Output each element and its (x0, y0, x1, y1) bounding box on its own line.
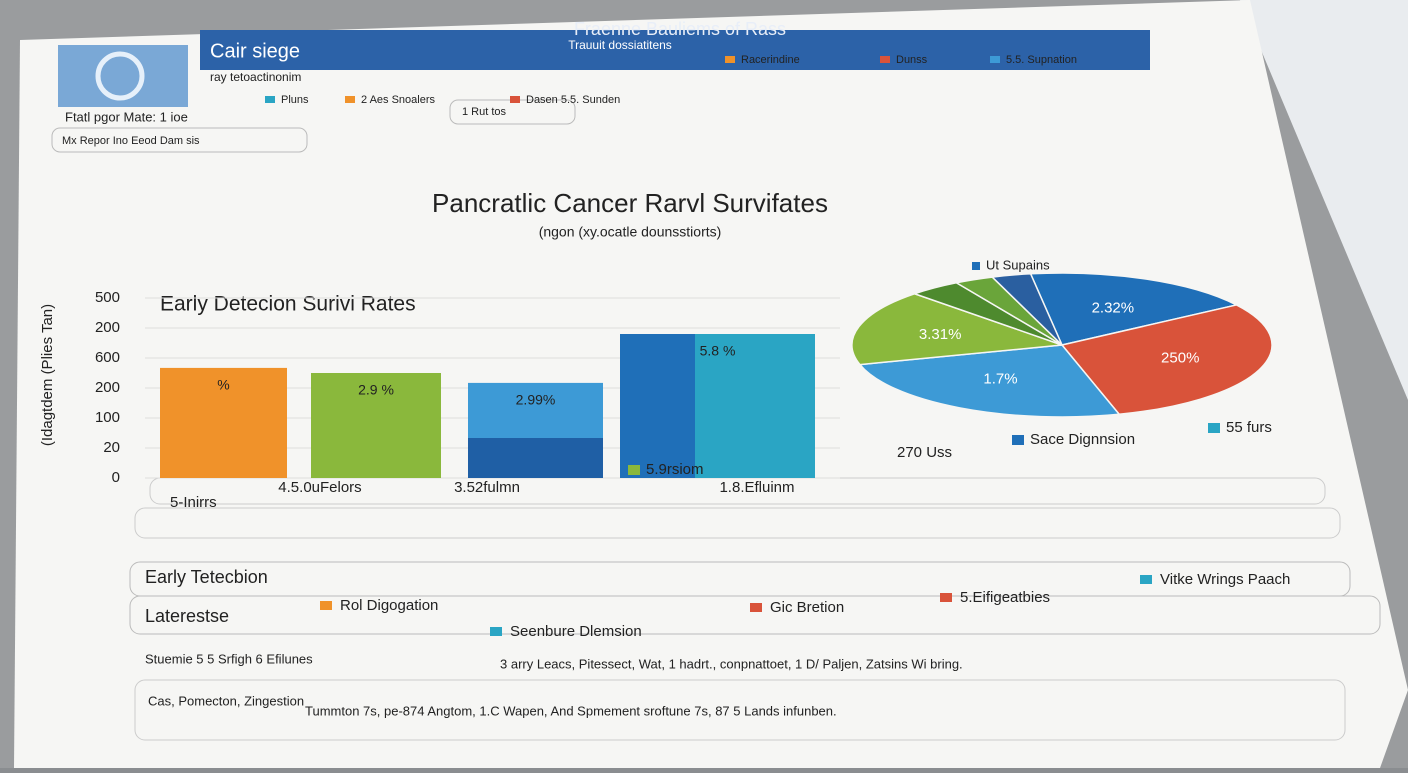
header-subtitle: ray tetoactinonim (210, 70, 301, 84)
pie-slice (851, 292, 1063, 366)
footer-row: Laterestse (145, 606, 229, 626)
bar (311, 373, 441, 478)
legend-swatch (1012, 435, 1024, 445)
y-axis-label: (Idagtdem (Plies Tan) (39, 304, 56, 446)
header-line: Ftatl pgor Mate: 1 ioe (65, 109, 188, 124)
header-line: Mx Repor Ino Eeod Dam sis (62, 135, 200, 147)
row-box (129, 595, 1381, 635)
legend-label: Rol Digogation (340, 597, 438, 614)
legend-swatch (990, 56, 1000, 63)
chip: 1 Rut tos (462, 106, 507, 118)
badge: Cair siege (210, 40, 300, 62)
footer-line: Stuemie 5 5 Srfigh 6 Efilunes (145, 651, 313, 666)
y-tick-label: 20 (103, 439, 120, 456)
legend-swatch (1140, 575, 1152, 584)
legend-label: Dasen 5.5. Sunden (526, 94, 620, 106)
slice-label: 250% (1161, 350, 1199, 367)
pie-slice (1060, 304, 1273, 416)
doc-subtitle: (ngon (xy.ocatle dounsstiorts) (539, 224, 722, 240)
footer-line: Tummton 7s, pe-874 Angtom, 1.C Wapen, An… (305, 703, 837, 718)
legend-swatch (320, 601, 332, 610)
legend-swatch (345, 96, 355, 103)
pie-slice (858, 344, 1121, 418)
legend-swatch (628, 465, 640, 475)
legend-swatch (510, 96, 520, 103)
legend-label: 2 Aes Snoalers (361, 94, 435, 106)
pie-slice (1029, 272, 1239, 346)
legend-label: 5.Eifigeatbies (960, 589, 1050, 606)
legend-swatch (940, 593, 952, 602)
legend-label: Pluns (281, 94, 309, 106)
y-tick-label: 500 (95, 289, 120, 306)
row-box (134, 679, 1346, 741)
y-tick-label: 200 (95, 319, 120, 336)
chart-title: Early Detecion Surivi Rates (160, 293, 416, 316)
footer-line: Cas, Pomecton, Zingestion (148, 693, 304, 708)
legend-swatch (725, 56, 735, 63)
bar-shade (468, 438, 603, 478)
logo-ring (95, 51, 145, 101)
line-box (51, 127, 308, 153)
pie-slice (990, 273, 1063, 346)
row-box (134, 507, 1341, 539)
doc-title: Pancratlic Cancer Rarvl Survifates (432, 188, 828, 218)
header-bar (200, 30, 1150, 70)
y-tick-label: 0 (112, 469, 120, 486)
legend-label: Gic Bretion (770, 599, 844, 616)
legend-swatch (880, 56, 890, 63)
footer-row: Early Tetecbion (145, 567, 268, 587)
x-tick-label: 3.52fulmn (454, 479, 520, 496)
y-tick-label: 600 (95, 349, 120, 366)
y-tick-label: 200 (95, 379, 120, 396)
legend-label: Dunss (896, 54, 928, 66)
data-label: 5.8 % (700, 343, 736, 359)
legend-label: 5.9rsiom (646, 461, 704, 478)
bar (160, 367, 287, 478)
legend-label: Racerindine (741, 54, 800, 66)
x-tick-label: 5-Inirrs (170, 494, 217, 511)
data-label: 2.99% (516, 392, 556, 408)
slice-label: 3.31% (919, 326, 962, 343)
legend-label: Vitke Wrings Paach (1160, 571, 1290, 588)
legend-swatch (265, 96, 275, 103)
legend-label: 270 Uss (897, 444, 952, 461)
y-tick-label: 100 (95, 409, 120, 426)
legend-swatch (1208, 423, 1220, 433)
legend-label: 5.5. Supnation (1006, 54, 1077, 66)
legend-label: Ut Supains (986, 257, 1050, 272)
x-tick-label: 4.5.0uFelors (278, 479, 361, 496)
legend-label: Seenbure Dlemsion (510, 623, 642, 640)
bar-shade (695, 334, 815, 478)
header-note: Trauuit dossiatitens (568, 38, 672, 52)
legend-swatch (490, 627, 502, 636)
footer-line: 3 arry Leacs, Pitessect, Wat, 1 hadrt., … (500, 656, 963, 671)
slice-label: 1.7% (983, 371, 1017, 388)
header-title: Fraenne Bauliems of Rass (574, 19, 786, 39)
x-tick-label: 1.8.Efluinm (719, 479, 794, 496)
legend-label: 55 furs (1226, 419, 1272, 436)
legend-label: Sace Dignnsion (1030, 431, 1135, 448)
data-label: % (217, 377, 229, 393)
back-sheet (1240, 0, 1408, 400)
legend-swatch (750, 603, 762, 612)
data-label: 2.9 % (358, 382, 394, 398)
slice-label: 2.32% (1092, 300, 1135, 317)
legend-swatch (972, 262, 980, 270)
